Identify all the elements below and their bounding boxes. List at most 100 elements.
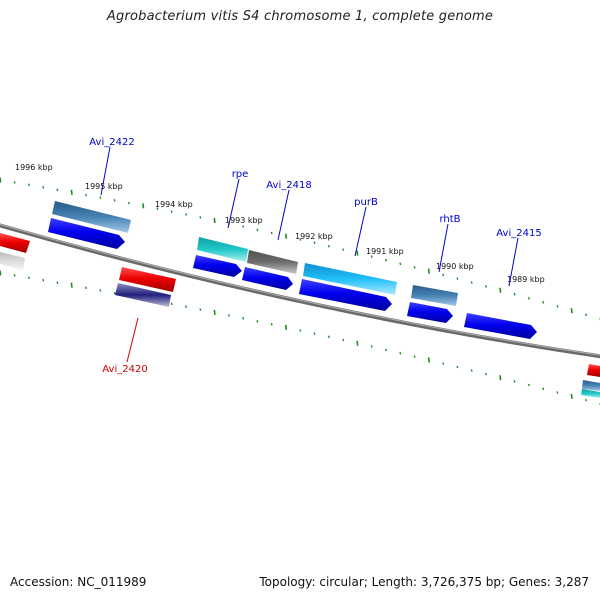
inner-tick: [399, 351, 402, 355]
leader-line: [100, 146, 111, 196]
gene-labels: Avi_2422 rpe Avi_2418 purB rhtB Avi_2415…: [89, 137, 541, 375]
inner-tick: [99, 289, 102, 292]
inner-tick: [527, 383, 530, 387]
accession-text: Accession: NC_011989: [10, 575, 147, 589]
feature-box: [115, 283, 171, 307]
gene-label-avi-2422: Avi_2422: [89, 137, 134, 148]
outer-tick: [499, 287, 502, 293]
map-title: Agrobacterium vitis S4 chromosome 1, com…: [106, 9, 494, 24]
outer-tick: [256, 228, 259, 232]
inner-tick: [113, 291, 116, 295]
kbp-label: 1996 kbp: [15, 163, 53, 172]
inner-tick: [170, 302, 173, 306]
inner-tick: [313, 332, 316, 335]
outer-tick: [527, 297, 530, 300]
outer-tick: [27, 183, 30, 187]
kbp-label: 1995 kbp: [85, 182, 123, 191]
outer-tick: [413, 266, 416, 269]
leader-line: [277, 189, 290, 241]
inner-tick: [70, 282, 73, 288]
outer-tick: [327, 244, 330, 248]
cds-arrow: [299, 279, 392, 311]
leader-line: [126, 317, 139, 363]
outer-tick: [470, 281, 473, 284]
kbp-label: 1989 kbp: [507, 275, 545, 284]
outer-tick: [442, 273, 445, 277]
kbp-label: 1992 kbp: [295, 232, 333, 241]
inner-tick: [370, 345, 373, 348]
inner-tick: [456, 365, 459, 369]
inner-scale-ticks: [0, 270, 600, 406]
cds-arrow: [193, 255, 242, 277]
leader-line: [227, 178, 240, 229]
leader-line: [508, 237, 519, 287]
outer-tick: [542, 301, 545, 304]
inner-tick: [185, 305, 187, 308]
inner-tick: [342, 338, 345, 342]
inner-tick: [542, 387, 545, 391]
outer-tick: [113, 199, 116, 202]
feature-box: [119, 267, 176, 292]
feature-box: [303, 263, 397, 295]
inner-tick: [513, 380, 516, 383]
outer-tick: [485, 285, 487, 288]
gene-label-avi-2415: Avi_2415: [496, 228, 541, 239]
inner-tick: [42, 278, 45, 282]
feature-box: [411, 285, 458, 306]
inner-tick: [499, 375, 502, 381]
inner-tick: [0, 270, 2, 276]
cds-arrow: [464, 313, 537, 339]
kbp-label: 1994 kbp: [155, 200, 193, 209]
inner-tick: [485, 372, 487, 376]
cds-arrow: [407, 302, 453, 323]
leader-line: [438, 223, 449, 273]
inner-tick: [284, 324, 288, 330]
inner-tick: [27, 276, 30, 280]
outer-tick: [513, 292, 516, 296]
outer-tick: [313, 241, 316, 245]
outer-tick: [385, 258, 387, 262]
outer-tick: [427, 268, 430, 274]
outer-tick: [270, 231, 273, 235]
inner-tick: [199, 308, 202, 311]
feature-box: [0, 252, 25, 270]
kbp-label: 1991 kbp: [366, 247, 404, 256]
inner-tick: [56, 281, 59, 284]
inner-tick: [256, 320, 259, 323]
outer-tick: [399, 262, 402, 266]
gene-label-rpe: rpe: [232, 169, 249, 180]
inner-tick: [570, 393, 573, 399]
feature-box: [582, 380, 600, 391]
leader-line: [354, 206, 367, 257]
outer-tick: [284, 233, 288, 239]
genome-backbone-highlight: [0, 223, 600, 356]
kbp-label: 1990 kbp: [436, 262, 474, 271]
outer-tick: [456, 277, 459, 280]
genome-backbone: [0, 223, 600, 359]
outer-tick: [342, 248, 345, 251]
inner-tick: [385, 348, 387, 352]
outer-tick: [585, 313, 587, 317]
gene-label-avi-2420: Avi_2420: [102, 364, 147, 375]
cds-arrow: [48, 218, 125, 249]
gene-label-rhtb: rhtB: [439, 214, 460, 225]
feature-box: [52, 201, 131, 233]
outer-tick: [242, 225, 245, 228]
outer-tick: [42, 186, 45, 189]
outer-tick: [56, 188, 59, 192]
outer-tick: [70, 189, 73, 195]
outer-tick: [185, 213, 187, 216]
cds-arrow: [242, 267, 293, 290]
inner-tick: [585, 398, 587, 402]
gene-label-purb: purB: [354, 197, 378, 208]
feature-track-upper: [0, 201, 600, 398]
gene-leader-lines: [100, 146, 519, 363]
kbp-scale-labels: 1996 kbp 1995 kbp 1994 kbp 1993 kbp 1992…: [15, 163, 545, 284]
outer-tick: [156, 207, 159, 210]
inner-tick: [442, 362, 445, 365]
inner-tick: [427, 357, 430, 363]
inner-tick: [413, 355, 416, 358]
topology-text: Topology: circular; Length: 3,726,375 bp…: [259, 575, 589, 589]
inner-tick: [556, 391, 559, 394]
